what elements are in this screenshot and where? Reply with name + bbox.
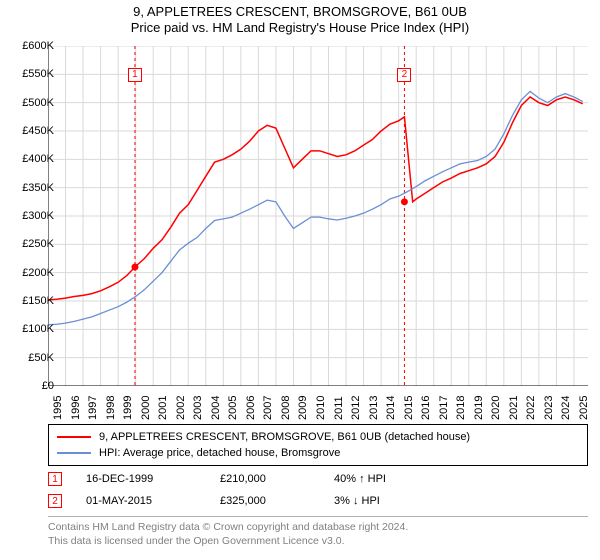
y-tick-label: £250K: [22, 238, 54, 250]
sale-delta-1: 40% ↑ HPI: [334, 473, 588, 485]
y-tick-label: £350K: [22, 182, 54, 194]
legend-label-hpi: HPI: Average price, detached house, Brom…: [99, 447, 340, 459]
x-tick-label: 2003: [192, 396, 204, 420]
x-tick-label: 2014: [385, 396, 397, 420]
x-tick-label: 2021: [508, 396, 520, 420]
sale-badge-1-num: 1: [52, 474, 58, 485]
x-tick-label: 2020: [490, 396, 502, 420]
sale-marker-badge: 1: [128, 68, 142, 82]
x-tick-label: 2023: [543, 396, 555, 420]
chart-svg: [48, 46, 588, 386]
y-tick-label: £100K: [22, 323, 54, 335]
y-tick-label: £400K: [22, 153, 54, 165]
legend-label-price-paid: 9, APPLETREES CRESCENT, BROMSGROVE, B61 …: [99, 431, 470, 443]
x-tick-label: 1997: [87, 396, 99, 420]
sale-price-1: £210,000: [220, 473, 310, 485]
legend-box: 9, APPLETREES CRESCENT, BROMSGROVE, B61 …: [48, 424, 588, 466]
x-tick-label: 2015: [403, 396, 415, 420]
x-tick-label: 2007: [262, 396, 274, 420]
chart-area: [48, 46, 588, 386]
sale-badge-2: 2: [48, 494, 62, 508]
y-tick-label: £50K: [28, 352, 54, 364]
x-tick-label: 2008: [280, 396, 292, 420]
legend-swatch-price-paid: [57, 436, 91, 438]
footer-line-2: This data is licensed under the Open Gov…: [48, 535, 588, 549]
x-tick-label: 2022: [525, 396, 537, 420]
x-tick-label: 2006: [245, 396, 257, 420]
x-tick-label: 2018: [455, 396, 467, 420]
title-line-1: 9, APPLETREES CRESCENT, BROMSGROVE, B61 …: [0, 4, 600, 20]
x-tick-label: 2017: [438, 396, 450, 420]
x-tick-label: 1996: [70, 396, 82, 420]
x-tick-label: 2005: [227, 396, 239, 420]
x-tick-label: 2010: [315, 396, 327, 420]
y-tick-label: £600K: [22, 40, 54, 52]
y-tick-label: £500K: [22, 97, 54, 109]
x-tick-label: 2016: [420, 396, 432, 420]
x-tick-label: 1995: [52, 396, 64, 420]
x-tick-label: 2001: [157, 396, 169, 420]
sale-delta-2: 3% ↓ HPI: [334, 495, 588, 507]
sale-date-2: 01-MAY-2015: [86, 495, 196, 507]
legend-row-hpi: HPI: Average price, detached house, Brom…: [57, 445, 579, 461]
footer: Contains HM Land Registry data © Crown c…: [48, 516, 588, 548]
sale-date-1: 16-DEC-1999: [86, 473, 196, 485]
legend-row-price-paid: 9, APPLETREES CRESCENT, BROMSGROVE, B61 …: [57, 429, 579, 445]
footer-line-1: Contains HM Land Registry data © Crown c…: [48, 521, 588, 535]
x-tick-label: 2012: [350, 396, 362, 420]
sale-marker-badge: 2: [397, 68, 411, 82]
sale-price-2: £325,000: [220, 495, 310, 507]
y-tick-label: £0: [42, 380, 54, 392]
x-tick-label: 2000: [140, 396, 152, 420]
x-tick-label: 2019: [473, 396, 485, 420]
title-line-2: Price paid vs. HM Land Registry's House …: [0, 20, 600, 36]
y-tick-label: £450K: [22, 125, 54, 137]
sales-table: 1 16-DEC-1999 £210,000 40% ↑ HPI 2 01-MA…: [48, 468, 588, 512]
y-tick-label: £300K: [22, 210, 54, 222]
y-tick-label: £150K: [22, 295, 54, 307]
sale-badge-1: 1: [48, 472, 62, 486]
y-tick-label: £200K: [22, 267, 54, 279]
sale-row-2: 2 01-MAY-2015 £325,000 3% ↓ HPI: [48, 490, 588, 512]
legend-swatch-hpi: [57, 452, 91, 454]
x-tick-label: 2025: [578, 396, 590, 420]
x-tick-label: 2009: [297, 396, 309, 420]
x-tick-label: 1998: [105, 396, 117, 420]
title-block: 9, APPLETREES CRESCENT, BROMSGROVE, B61 …: [0, 0, 600, 37]
x-tick-label: 2013: [368, 396, 380, 420]
root: 9, APPLETREES CRESCENT, BROMSGROVE, B61 …: [0, 0, 600, 560]
x-tick-label: 2011: [333, 396, 345, 420]
x-tick-label: 1999: [122, 396, 134, 420]
sale-row-1: 1 16-DEC-1999 £210,000 40% ↑ HPI: [48, 468, 588, 490]
y-tick-label: £550K: [22, 68, 54, 80]
x-tick-label: 2004: [210, 396, 222, 420]
x-tick-label: 2002: [175, 396, 187, 420]
sale-badge-2-num: 2: [52, 496, 58, 507]
x-tick-label: 2024: [560, 396, 572, 420]
